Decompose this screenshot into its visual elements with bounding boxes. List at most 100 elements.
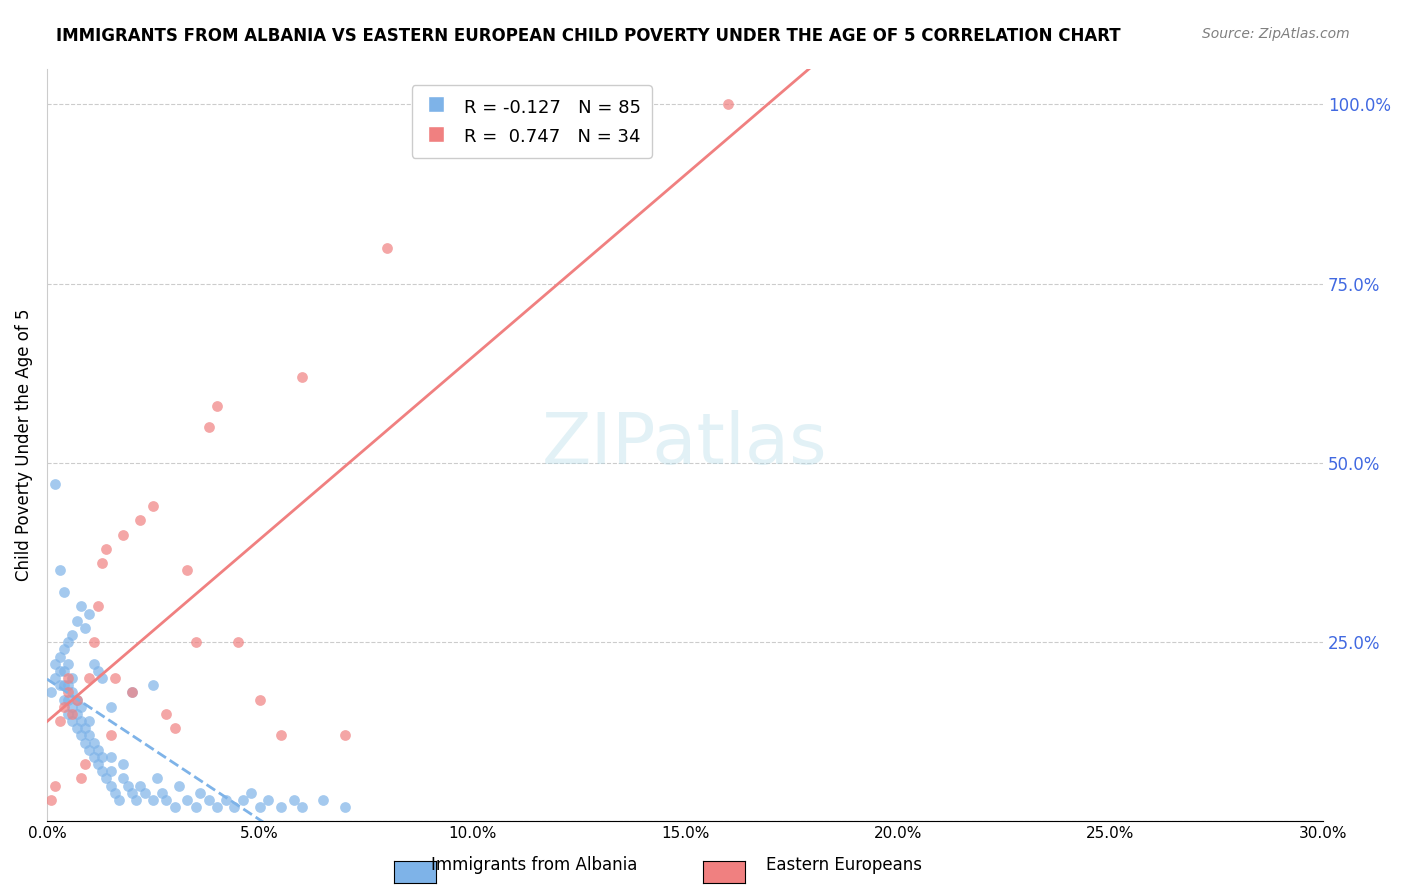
Point (56, 692, 79, 706)
Point (333, 800, 356, 814)
Point (222, 800, 245, 814)
Point (91, 764, 114, 779)
Point (270, 728, 292, 742)
Point (163, 721, 186, 735)
Point (96, 772, 118, 786)
Point (291, 800, 314, 814)
Point (716, 97, 738, 112)
Point (75, 621, 97, 635)
Point (121, 685, 143, 699)
Point (129, 779, 152, 793)
Point (184, 635, 207, 649)
Point (155, 793, 177, 807)
Point (79, 728, 101, 742)
Point (163, 800, 186, 814)
Point (66, 692, 89, 706)
Point (56, 671, 79, 685)
Point (125, 793, 148, 807)
Point (44, 477, 66, 491)
Point (205, 800, 228, 814)
Point (70, 728, 93, 742)
Point (249, 692, 271, 706)
Point (176, 793, 198, 807)
Point (205, 399, 228, 413)
Point (283, 793, 305, 807)
Point (188, 786, 211, 800)
Point (79, 714, 101, 728)
Point (44, 657, 66, 671)
Point (79, 671, 101, 685)
Point (48, 649, 70, 664)
Point (214, 793, 236, 807)
Point (291, 369, 314, 384)
Legend: R = -0.127   N = 85, R =  0.747   N = 34: R = -0.127 N = 85, R = 0.747 N = 34 (412, 85, 652, 158)
Point (87, 664, 110, 678)
Point (52, 585, 75, 599)
Point (121, 786, 143, 800)
Point (75, 721, 97, 735)
Point (79, 743, 101, 757)
Point (48, 564, 70, 578)
Point (108, 793, 131, 807)
Point (62, 628, 84, 642)
Point (112, 527, 135, 541)
Point (70, 714, 93, 728)
Point (66, 614, 89, 628)
Point (121, 685, 143, 699)
Point (83, 750, 105, 764)
Point (56, 685, 79, 699)
Text: IMMIGRANTS FROM ALBANIA VS EASTERN EUROPEAN CHILD POVERTY UNDER THE AGE OF 5 COR: IMMIGRANTS FROM ALBANIA VS EASTERN EUROP… (56, 27, 1121, 45)
Point (155, 706, 177, 721)
Point (83, 657, 105, 671)
Point (375, 241, 398, 255)
Point (91, 750, 114, 764)
Point (112, 757, 135, 772)
Point (56, 706, 79, 721)
Point (104, 671, 127, 685)
Point (176, 564, 198, 578)
Point (87, 757, 110, 772)
Point (228, 635, 250, 649)
Point (249, 800, 271, 814)
Point (104, 786, 127, 800)
Point (100, 728, 122, 742)
Point (62, 685, 84, 699)
Point (52, 642, 75, 657)
Point (167, 779, 190, 793)
Point (100, 750, 122, 764)
Point (66, 692, 89, 706)
Point (142, 793, 165, 807)
Point (87, 599, 110, 614)
Point (142, 678, 165, 692)
Point (44, 779, 66, 793)
Point (184, 800, 207, 814)
Point (100, 699, 122, 714)
Point (70, 699, 93, 714)
Point (91, 557, 114, 571)
Point (197, 793, 219, 807)
Point (48, 678, 70, 692)
Text: ZIPatlas: ZIPatlas (543, 410, 828, 480)
Y-axis label: Child Poverty Under the Age of 5: Child Poverty Under the Age of 5 (15, 309, 32, 582)
Point (197, 420, 219, 434)
Point (129, 513, 152, 527)
Point (75, 735, 97, 749)
Point (56, 635, 79, 649)
Point (150, 786, 173, 800)
Point (52, 692, 75, 706)
Point (257, 793, 280, 807)
Point (70, 599, 93, 614)
Point (83, 735, 105, 749)
Point (66, 721, 89, 735)
Point (48, 714, 70, 728)
Point (312, 793, 335, 807)
Point (75, 757, 97, 772)
Point (91, 671, 114, 685)
Point (240, 786, 263, 800)
Point (62, 714, 84, 728)
Point (112, 772, 135, 786)
Point (66, 706, 89, 721)
Point (232, 793, 254, 807)
Point (52, 664, 75, 678)
Point (52, 678, 75, 692)
